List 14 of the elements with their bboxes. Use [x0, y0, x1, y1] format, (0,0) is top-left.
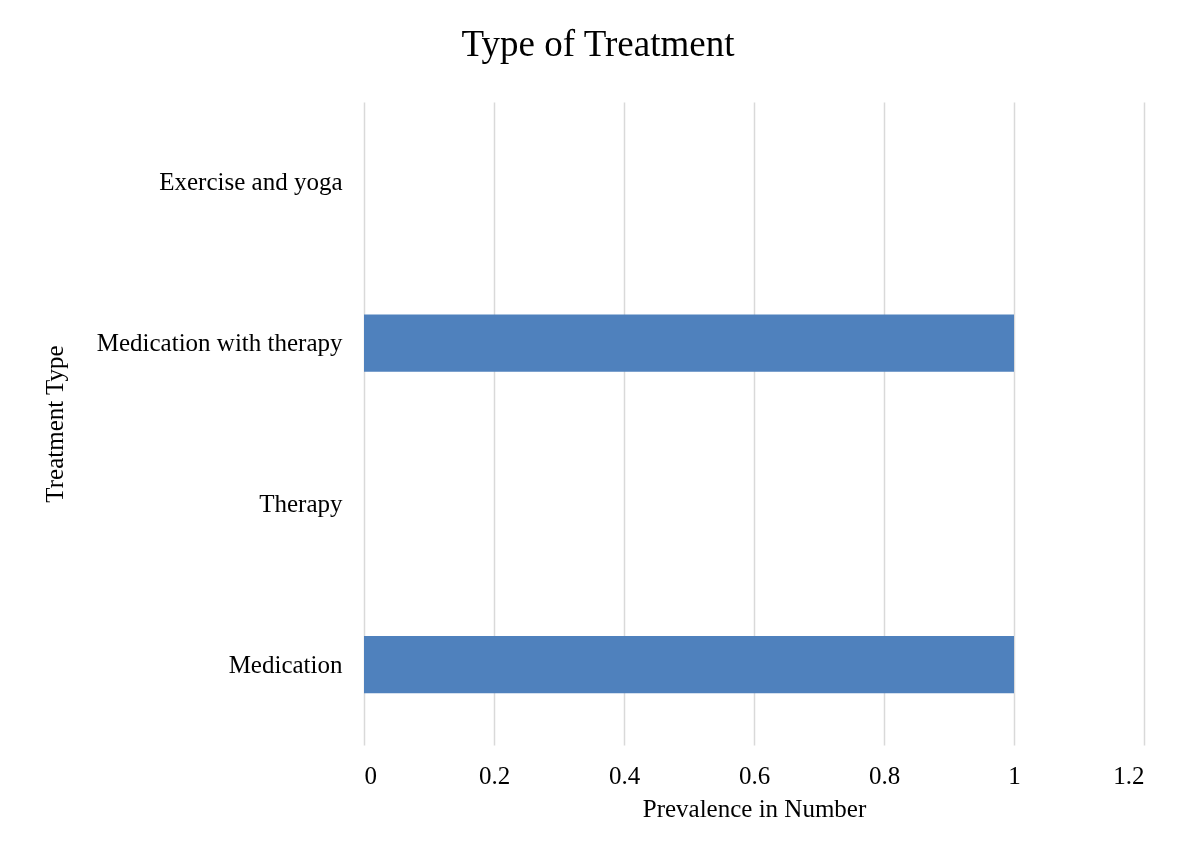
x-tick-label: 0.4: [608, 761, 641, 789]
chart-title: Type of Treatment: [461, 23, 736, 64]
y-tick-label: Medication with therapy: [96, 329, 343, 357]
y-axis-title: Treatment Type: [40, 345, 68, 503]
x-tick-label: 0.6: [738, 761, 771, 789]
x-tick-label: 1: [1008, 761, 1021, 789]
y-tick-label: Medication: [228, 650, 343, 678]
x-tick-label: 0.8: [868, 761, 901, 789]
x-tick-label: 1.2: [1113, 761, 1145, 789]
y-tick-label: Exercise and yoga: [159, 168, 343, 196]
y-tick-label: Therapy: [259, 489, 343, 517]
x-tick-label: 0: [364, 761, 377, 789]
x-tick-label: 0.2: [478, 761, 511, 789]
x-axis-title: Prevalence in Number: [642, 794, 867, 822]
